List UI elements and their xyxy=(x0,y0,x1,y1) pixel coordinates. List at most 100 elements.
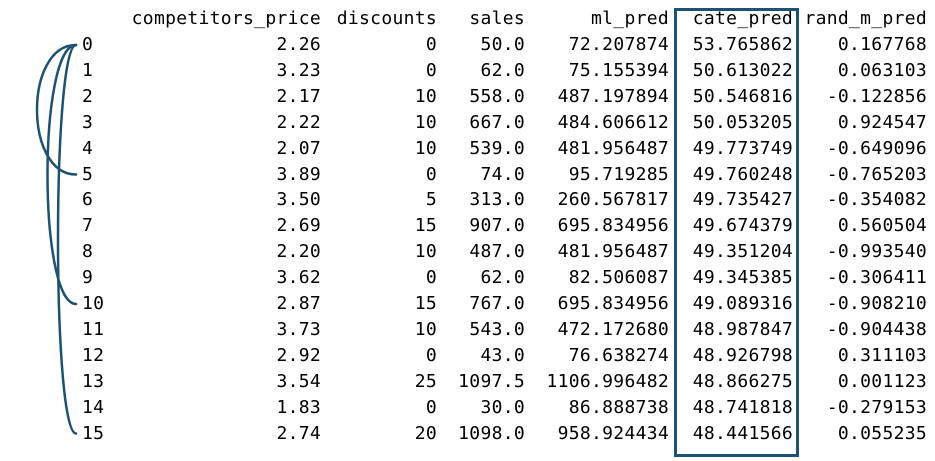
cell-rand-m-pred: -0.306411 xyxy=(826,267,927,289)
cell-rand-m-pred: -0.908210 xyxy=(826,293,927,314)
cell-sales: 667.0 xyxy=(469,111,525,133)
cell-cate-pred: 50.546816 xyxy=(692,85,793,107)
cell-discounts: 0 xyxy=(425,267,437,289)
header-ml-pred: ml_pred xyxy=(591,8,669,29)
table-row: 2 2.17 10 558.0 487.197894 50.546816 -0.122856 xyxy=(0,84,935,110)
cell-sales: 1098.0 xyxy=(458,422,525,444)
table-row: 14 1.83 0 30.0 86.888738 48.741818 -0.279153 xyxy=(0,395,935,421)
header-discounts: discounts xyxy=(336,8,437,29)
cell-rand-m-pred: 0.924547 xyxy=(837,111,927,133)
cell-discounts: 25 xyxy=(414,370,437,392)
table-row: 8 2.20 10 487.0 481.956487 49.351204 -0.993540 xyxy=(0,239,935,265)
cell-rand-m-pred: -0.993540 xyxy=(826,241,927,263)
cell-cate-pred: 48.926798 xyxy=(692,344,793,366)
row-index: 6 xyxy=(82,189,94,211)
row-index: 0 xyxy=(82,34,94,55)
header-rand-m-pred: rand_m_pred xyxy=(804,8,927,29)
cell-sales: 62.0 xyxy=(480,267,525,289)
cell-cate-pred: 49.089316 xyxy=(692,293,793,314)
row-index: 9 xyxy=(82,267,94,289)
cell-sales: 50.0 xyxy=(480,34,525,55)
cell-cate-pred: 49.674379 xyxy=(692,215,793,237)
table-row: 6 3.50 5 313.0 260.567817 49.735427 -0.354082 xyxy=(0,187,935,213)
cell-discounts: 10 xyxy=(414,318,437,340)
cell-competitors-price: 2.87 xyxy=(276,293,321,314)
cell-discounts: 5 xyxy=(425,189,437,211)
header-sales: sales xyxy=(469,8,525,29)
cell-sales: 543.0 xyxy=(469,318,525,340)
cell-cate-pred: 49.345385 xyxy=(692,267,793,289)
row-index: 5 xyxy=(82,163,94,185)
cell-discounts: 0 xyxy=(425,344,437,366)
table-row: 9 3.62 0 62.0 82.506087 49.345385 -0.306411 xyxy=(0,265,935,291)
cell-competitors-price: 2.69 xyxy=(276,215,321,237)
cell-competitors-price: 3.23 xyxy=(276,59,321,81)
header-row: competitors_price discounts sales ml_pre… xyxy=(0,6,935,32)
row-index: 7 xyxy=(82,215,94,237)
cell-sales: 907.0 xyxy=(469,215,525,237)
cell-discounts: 0 xyxy=(425,163,437,185)
cell-ml-pred: 95.719285 xyxy=(568,163,669,185)
cell-cate-pred: 48.741818 xyxy=(692,396,793,418)
cell-discounts: 20 xyxy=(414,422,437,444)
cell-rand-m-pred: -0.649096 xyxy=(826,137,927,159)
cell-sales: 767.0 xyxy=(469,293,525,314)
cell-competitors-price: 3.73 xyxy=(276,318,321,340)
cell-sales: 74.0 xyxy=(480,163,525,185)
cell-rand-m-pred: 0.055235 xyxy=(837,422,927,444)
cell-cate-pred: 49.735427 xyxy=(692,189,793,211)
cell-sales: 558.0 xyxy=(469,85,525,107)
row-index: 4 xyxy=(82,137,94,159)
cell-ml-pred: 958.924434 xyxy=(557,422,669,444)
cell-ml-pred: 76.638274 xyxy=(568,344,669,366)
cell-discounts: 0 xyxy=(425,59,437,81)
cell-ml-pred: 472.172680 xyxy=(557,318,669,340)
table-row: 12 2.92 0 43.0 76.638274 48.926798 0.311103 xyxy=(0,343,935,369)
cell-competitors-price: 3.54 xyxy=(276,370,321,392)
cell-sales: 539.0 xyxy=(469,137,525,159)
cell-sales: 1097.5 xyxy=(458,370,525,392)
cell-rand-m-pred: 0.560504 xyxy=(837,215,927,237)
cell-cate-pred: 53.765862 xyxy=(692,34,793,55)
table-row: 3 2.22 10 667.0 484.606612 50.053205 0.924547 xyxy=(0,110,935,136)
cell-discounts: 15 xyxy=(414,293,437,314)
table-row: 4 2.07 10 539.0 481.956487 49.773749 -0.649096 xyxy=(0,136,935,162)
cell-sales: 487.0 xyxy=(469,241,525,263)
cell-cate-pred: 50.613022 xyxy=(692,59,793,81)
cell-ml-pred: 75.155394 xyxy=(568,59,669,81)
row-index: 13 xyxy=(82,370,105,392)
cell-cate-pred: 48.866275 xyxy=(692,370,793,392)
cell-rand-m-pred: 0.167768 xyxy=(837,34,927,55)
cell-cate-pred: 50.053205 xyxy=(692,111,793,133)
table-row: 11 3.73 10 543.0 472.172680 48.987847 -0.90443… xyxy=(0,317,935,343)
cell-rand-m-pred: 0.001123 xyxy=(837,370,927,392)
cell-rand-m-pred: -0.279153 xyxy=(826,396,927,418)
cell-ml-pred: 481.956487 xyxy=(557,241,669,263)
cell-ml-pred: 82.506087 xyxy=(568,267,669,289)
cell-rand-m-pred: -0.122856 xyxy=(826,85,927,107)
cell-discounts: 10 xyxy=(414,241,437,263)
cell-competitors-price: 3.89 xyxy=(276,163,321,185)
table-row: 15 2.74 20 1098.0 958.924434 48.441566 0.05523… xyxy=(0,421,935,447)
bracket-arc xyxy=(46,43,78,306)
cell-sales: 313.0 xyxy=(469,189,525,211)
cell-competitors-price: 3.50 xyxy=(276,189,321,211)
cell-discounts: 0 xyxy=(425,396,437,418)
table-row: 1 3.23 0 62.0 75.155394 50.613022 0.063103 xyxy=(0,58,935,84)
cell-competitors-price: 2.92 xyxy=(276,344,321,366)
cell-competitors-price: 2.17 xyxy=(276,85,321,107)
cell-discounts: 10 xyxy=(414,111,437,133)
cell-discounts: 10 xyxy=(414,85,437,107)
row-index: 10 xyxy=(82,293,105,314)
cell-sales: 62.0 xyxy=(480,59,525,81)
cell-competitors-price: 2.26 xyxy=(276,34,321,55)
cell-ml-pred: 695.834956 xyxy=(557,215,669,237)
cell-rand-m-pred: 0.311103 xyxy=(837,344,927,366)
cell-ml-pred: 487.197894 xyxy=(557,85,669,107)
cell-competitors-price: 2.74 xyxy=(276,422,321,444)
cell-cate-pred: 49.773749 xyxy=(692,137,793,159)
cell-ml-pred: 86.888738 xyxy=(568,396,669,418)
cell-rand-m-pred: -0.904438 xyxy=(826,318,927,340)
table-row: 7 2.69 15 907.0 695.834956 49.674379 0.560504 xyxy=(0,213,935,239)
